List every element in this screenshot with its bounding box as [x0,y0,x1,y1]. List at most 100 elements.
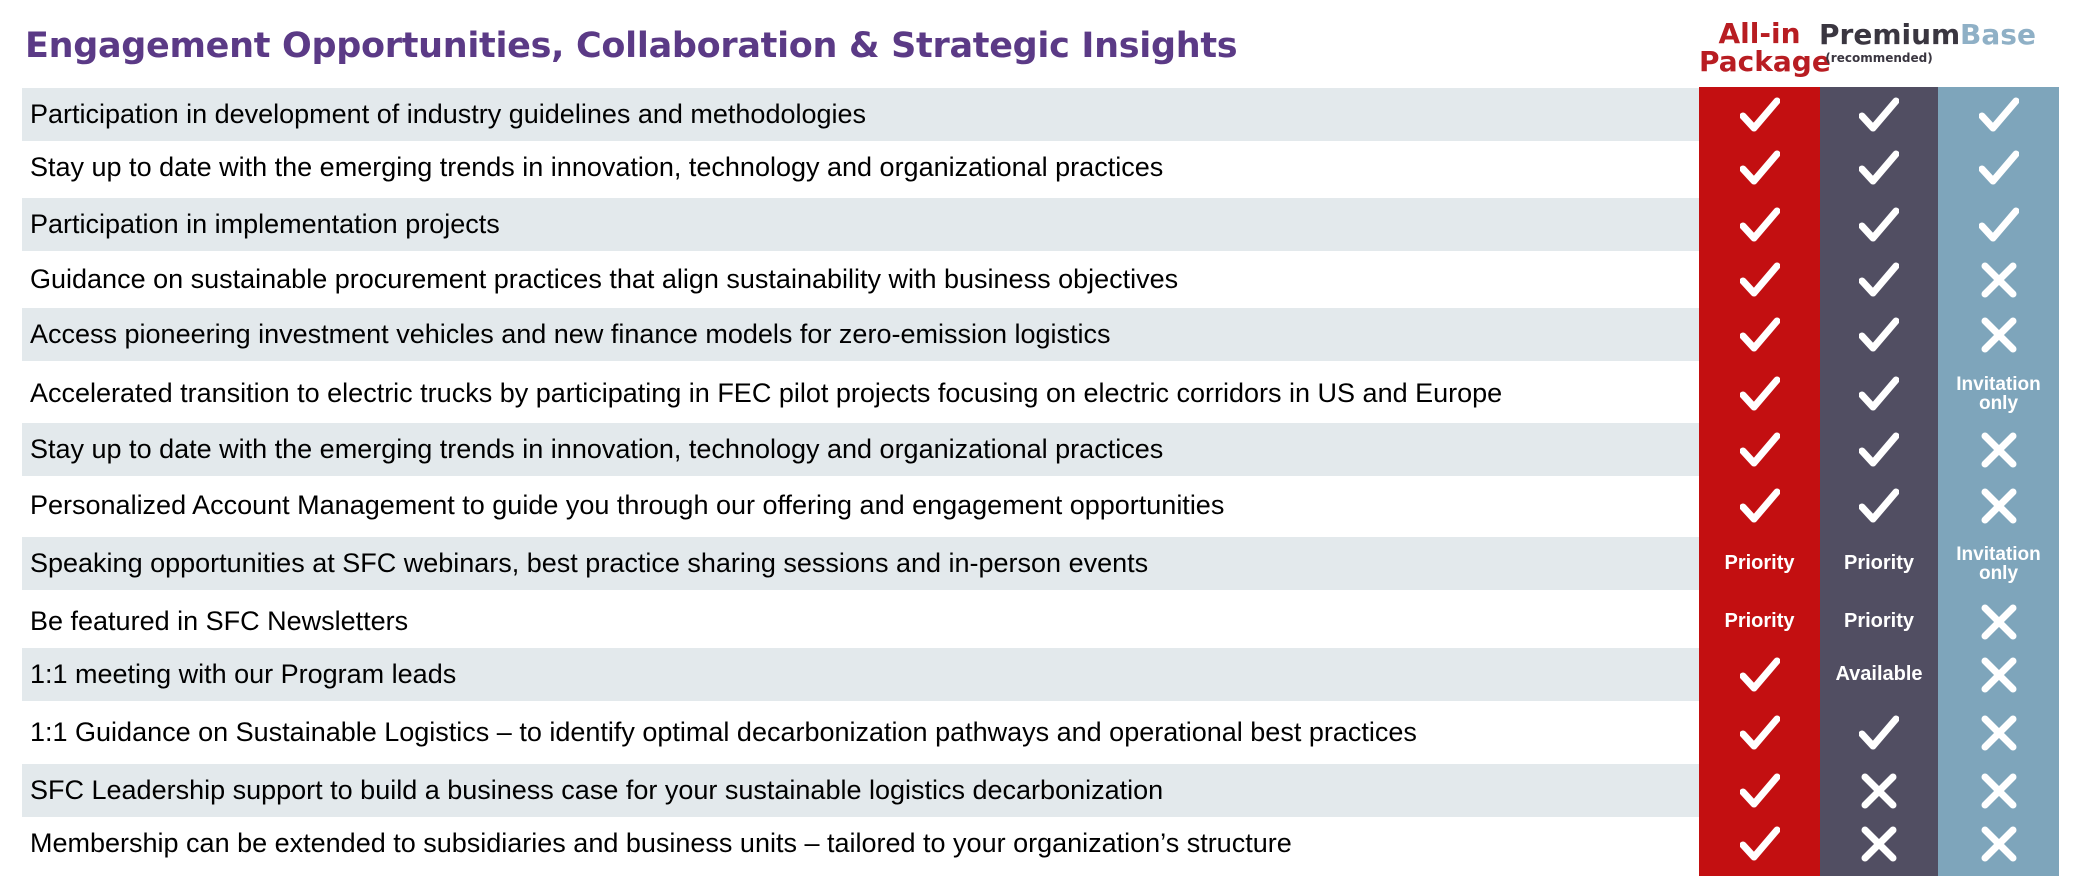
column-all-in: Priority Priority [1699,87,1820,876]
cell-text: Priority [1724,552,1795,574]
check-icon [1739,207,1780,241]
feature-label: 1:1 Guidance on Sustainable Logistics – … [30,717,1417,747]
feature-label: Stay up to date with the emerging trends… [30,434,1164,464]
check-icon [1859,262,1899,296]
cell-allin [1699,141,1820,194]
column-header-all-in-line1: All-in [1718,17,1801,50]
cell-premium: Priority [1820,537,1938,590]
cell-base [1938,253,2059,306]
feature-label: Be featured in SFC Newsletters [30,606,409,636]
cross-icon [1981,262,2016,297]
cell-base [1938,308,2059,361]
cell-allin [1699,367,1820,420]
cell-base [1938,595,2059,648]
cell-text: Available [1835,663,1923,685]
table-row: Stay up to date with the emerging trends… [22,141,1700,194]
column-base: Invitation only Invitation only [1938,87,2059,876]
check-icon [1739,488,1780,522]
cell-base: Invitation only [1938,537,2059,590]
table-row: Guidance on sustainable procurement prac… [22,253,1700,306]
table-row: Personalized Account Management to guide… [22,479,1700,532]
table-row: 1:1 Guidance on Sustainable Logistics – … [22,706,1700,759]
check-icon [1739,826,1780,860]
check-icon [1978,207,2019,241]
cross-icon [1981,826,2016,861]
feature-label: Speaking opportunities at SFC webinars, … [30,548,1149,578]
cell-premium [1820,479,1938,532]
check-icon [1739,773,1780,807]
cell-premium [1820,764,1938,817]
cell-premium [1820,367,1938,420]
cell-premium [1820,198,1938,251]
check-icon [1859,317,1899,351]
feature-label: Access pioneering investment vehicles an… [30,319,1111,349]
cell-base [1938,648,2059,701]
feature-label: Accelerated transition to electric truck… [30,378,1503,408]
cell-base [1938,706,2059,759]
table-row: Accelerated transition to electric truck… [22,367,1700,420]
cell-premium [1820,253,1938,306]
check-icon [1739,376,1780,410]
cell-base [1938,198,2059,251]
cell-premium [1820,141,1938,194]
cell-allin [1699,817,1820,870]
cross-icon [1861,826,1897,861]
cross-icon [1981,657,2016,692]
cell-text: Priority [1843,552,1915,574]
cell-allin [1699,308,1820,361]
column-header-premium-label: Premium [1819,18,1961,51]
cell-text: Priority [1843,610,1915,632]
check-icon [1978,150,2019,184]
cell-base [1938,479,2059,532]
cross-icon [1981,317,2016,352]
check-icon [1859,488,1899,522]
check-icon [1739,432,1780,466]
table-row: Be featured in SFC Newsletters [22,595,1700,648]
cell-allin [1699,423,1820,476]
cell-allin [1699,648,1820,701]
cell-allin [1699,706,1820,759]
cell-allin [1699,88,1820,141]
table-row: SFC Leadership support to build a busine… [22,764,1700,817]
cell-allin [1699,198,1820,251]
cross-icon [1981,432,2016,467]
column-header-all-in-line2: Package [1699,45,1831,78]
cell-premium [1820,88,1938,141]
table-row: Access pioneering investment vehicles an… [22,308,1700,361]
check-icon [1739,97,1780,131]
check-icon [1859,207,1899,241]
cell-premium: Priority [1820,595,1938,648]
feature-label: Participation in development of industry… [30,99,867,129]
cross-icon [1861,773,1897,808]
feature-label: Membership can be extended to subsidiari… [30,828,1292,858]
cell-base [1938,88,2059,141]
cell-allin: Priority [1699,595,1820,648]
cross-icon [1981,773,2016,808]
check-icon [1859,432,1899,466]
column-header-all-in: All-in Package [1699,17,1831,78]
table-row: Membership can be extended to subsidiari… [22,817,1700,870]
cell-base [1938,817,2059,870]
cross-icon [1981,715,2016,750]
table-row: Participation in implementation projects [22,198,1700,251]
check-icon [1859,376,1899,410]
table-row: 1:1 meeting with our Program leads [22,648,1700,701]
check-icon [1739,317,1780,351]
feature-label: 1:1 meeting with our Program leads [30,659,457,689]
table-row: Speaking opportunities at SFC webinars, … [22,537,1700,590]
check-icon [1859,715,1899,749]
check-icon [1739,657,1780,691]
cell-base [1938,141,2059,194]
cell-text: Priority [1724,610,1795,632]
cell-allin: Priority [1699,537,1820,590]
table-row: Participation in development of industry… [22,88,1700,141]
check-icon [1739,715,1780,749]
cell-premium [1820,817,1938,870]
cell-premium [1820,706,1938,759]
cell-allin [1699,479,1820,532]
feature-label: Personalized Account Management to guide… [30,490,1225,520]
cell-base [1938,423,2059,476]
feature-label: Guidance on sustainable procurement prac… [30,264,1179,294]
cell-premium: Available [1820,648,1938,701]
cross-icon [1981,488,2016,523]
